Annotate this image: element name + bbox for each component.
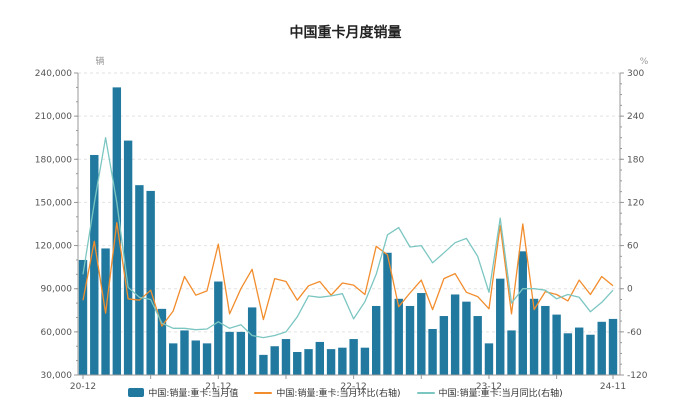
legend-bar-swatch	[128, 388, 145, 397]
x-tick-label: 23-12	[476, 382, 502, 392]
y-axis-left: 30,000 60,000 90,000 120,000 150,000 180,000 2…	[35, 69, 78, 381]
yoy-line-series	[82, 137, 614, 339]
bar-23-08	[439, 316, 449, 375]
y-right-tick-label: -60	[627, 328, 642, 338]
y-right-tick-label: 0	[627, 285, 633, 295]
y-right-tick-label: -120	[627, 371, 648, 381]
x-tick-label: 24-11	[600, 382, 626, 392]
bar-21-07	[157, 308, 167, 375]
bar-21-08	[169, 343, 178, 375]
bar-21-11	[202, 343, 212, 375]
bar-22-11	[338, 347, 347, 375]
y-right-tick-label: 180	[627, 155, 644, 165]
x-tick-label: 20-12	[70, 382, 96, 392]
mom-line-series	[82, 221, 614, 327]
bar-22-08	[304, 349, 313, 375]
bar-24-03	[518, 251, 527, 375]
y-left-tick-label: 150,000	[35, 198, 72, 208]
bar-23-04	[394, 298, 403, 375]
bar-21-05	[135, 185, 144, 375]
bar-23-09	[450, 294, 460, 375]
bar-24-09	[586, 334, 595, 375]
legend-item-label: 中国:销量:重卡:当月同比(右轴)	[438, 389, 563, 399]
y-right-tick-label: 300	[627, 69, 644, 79]
bar-23-01	[360, 347, 370, 375]
bar-22-10	[326, 349, 336, 375]
bar-22-07	[293, 351, 302, 375]
bar-24-04	[529, 298, 539, 375]
bar-24-07	[563, 333, 573, 375]
x-tick-label: 22-12	[341, 382, 367, 392]
legend-item-1[interactable]: 中国:销量:重卡:当月环比(右轴)	[254, 386, 401, 399]
bar-23-11	[473, 316, 482, 375]
bar-21-06	[146, 190, 155, 375]
x-axis: 20-12 21-12 22-12 23-12 24-11	[70, 375, 626, 392]
y-left-tick-label: 240,000	[35, 69, 72, 79]
bar-22-02	[236, 331, 246, 375]
bar-23-03	[383, 252, 392, 375]
legend-item-label: 中国:销量:重卡:当月值	[148, 389, 239, 399]
y-right-tick-label: 60	[627, 242, 639, 252]
bar-21-10	[191, 340, 200, 375]
bar-23-05	[405, 305, 415, 375]
y-left-tick-label: 180,000	[35, 155, 72, 165]
chart-title: 中国重卡月度销量	[289, 25, 402, 41]
bar-24-05	[541, 305, 550, 375]
bar-23-06	[417, 293, 426, 375]
y-left-tick-label: 210,000	[35, 112, 72, 122]
legend-line-swatch	[254, 391, 273, 394]
bar-24-10	[597, 321, 606, 375]
bar-22-12	[349, 339, 358, 375]
bar-21-12	[214, 281, 223, 375]
bar-21-03	[112, 87, 122, 375]
bar-24-08	[574, 327, 584, 375]
legend-line-swatch	[416, 391, 435, 394]
gridlines	[78, 72, 620, 333]
bar-20-12	[78, 259, 88, 375]
y-left-tick-label: 120,000	[35, 242, 72, 252]
legend-item-2[interactable]: 中国:销量:重卡:当月同比(右轴)	[416, 386, 563, 399]
x-tick-label: 21-12	[205, 382, 231, 392]
y-axis-right: -120 -60 0 60 120 180 240 300	[620, 69, 648, 381]
bar-23-10	[462, 301, 471, 375]
y-right-tick-label: 120	[627, 198, 644, 208]
bar-23-12	[484, 343, 494, 375]
bar-21-04	[123, 140, 133, 375]
bar-24-06	[552, 314, 561, 375]
bar-23-07	[428, 328, 437, 375]
bars-series	[78, 87, 618, 375]
legend-item-0[interactable]: 中国:销量:重卡:当月值	[128, 386, 238, 399]
bar-24-01	[496, 278, 505, 375]
bar-22-09	[315, 341, 325, 375]
bar-22-03	[247, 307, 257, 375]
y-right-tick-label: 240	[627, 112, 644, 122]
bar-23-02	[371, 305, 381, 375]
y-left-tick-label: 90,000	[41, 285, 73, 295]
bar-22-05	[270, 346, 279, 375]
y-left-tick-label: 30,000	[41, 371, 73, 381]
bar-21-01	[90, 154, 99, 375]
bar-22-04	[259, 354, 268, 375]
y-left-tick-label: 60,000	[41, 328, 73, 338]
bar-24-02	[507, 330, 516, 375]
bar-22-01	[225, 331, 234, 375]
legend-item-label: 中国:销量:重卡:当月环比(右轴)	[276, 389, 401, 399]
right-axis-unit-label: %	[640, 57, 649, 67]
bar-21-09	[180, 330, 189, 375]
bar-24-11	[608, 318, 618, 375]
legend: 中国:销量:重卡:当月值 中国:销量:重卡:当月环比(右轴) 中国:销量:重卡:当月…	[0, 386, 691, 399]
left-axis-unit-label: 辆	[95, 55, 104, 67]
bar-22-06	[281, 339, 291, 375]
